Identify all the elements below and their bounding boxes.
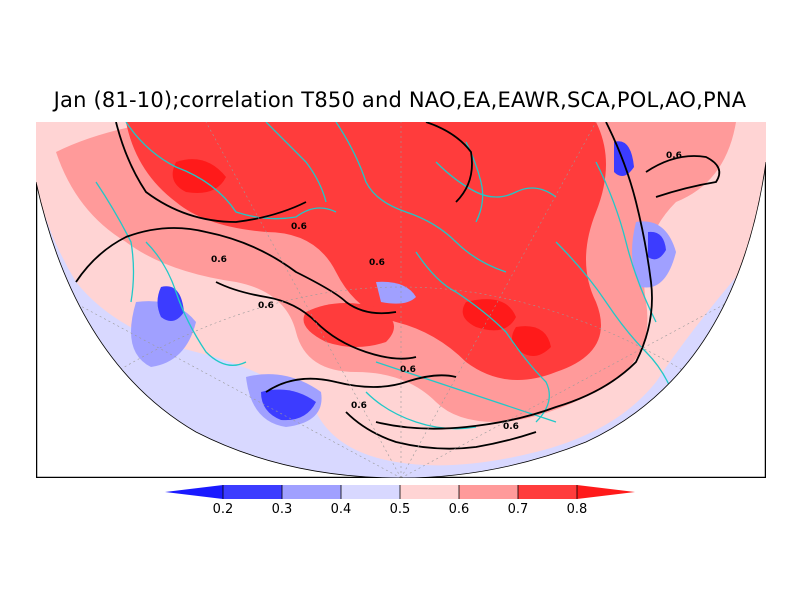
colorbar-swatch — [223, 485, 282, 499]
colorbar-tick-label: 0.8 — [567, 502, 588, 517]
colorbar-swatch — [282, 485, 341, 499]
contour-label: 0.6 — [291, 222, 307, 232]
colorbar-tick-label: 0.3 — [272, 502, 293, 517]
colorbar-tick-label: 0.6 — [449, 502, 470, 517]
colorbar-ticks: 0.2 0.3 0.4 0.5 0.6 0.7 0.8 — [213, 485, 588, 517]
field-blue-0.2-c — [648, 231, 666, 260]
colorbar-tick-label: 0.4 — [331, 502, 352, 517]
field-blue-0.3-a — [131, 301, 196, 367]
colorbar: 0.2 0.3 0.4 0.5 0.6 0.7 0.8 — [165, 485, 635, 517]
field-red-0.7-west — [303, 303, 394, 347]
field-blue-0.2-b — [261, 389, 316, 421]
contour-label: 0.6 — [503, 422, 519, 432]
field-red-0.8-c — [512, 326, 551, 356]
colorbar-swatch — [518, 485, 577, 499]
map-title: Jan (81-10);correlation T850 and NAO,EA,… — [53, 88, 747, 112]
colorbar-swatch — [459, 485, 518, 499]
contour-label: 0.6 — [211, 255, 227, 265]
colorbar-swatch — [165, 485, 223, 499]
projection-boundary — [36, 161, 766, 478]
colorbar-tick-label: 0.7 — [508, 502, 529, 517]
contour-label: 0.6 — [258, 301, 274, 311]
colorbar-swatch — [341, 485, 400, 499]
coastlines — [95, 122, 677, 430]
contour-lines — [75, 122, 721, 450]
colorbar-tick-label: 0.2 — [213, 502, 234, 517]
graticule — [36, 122, 766, 478]
colorbar-swatches — [165, 485, 635, 499]
contour-label: 0.6 — [666, 151, 682, 161]
colorbar-tick-label: 0.5 — [390, 502, 411, 517]
contour-label: 0.6 — [369, 258, 385, 268]
contour-label: 0.6 — [400, 365, 416, 375]
colorbar-swatch — [577, 485, 635, 499]
correlation-map: 0.6 0.6 0.6 0.6 0.6 0.6 0.6 0.6 — [36, 122, 766, 478]
contour-label: 0.6 — [351, 401, 367, 411]
colorbar-swatch — [400, 485, 459, 499]
field-red-0.8-a — [172, 159, 226, 193]
